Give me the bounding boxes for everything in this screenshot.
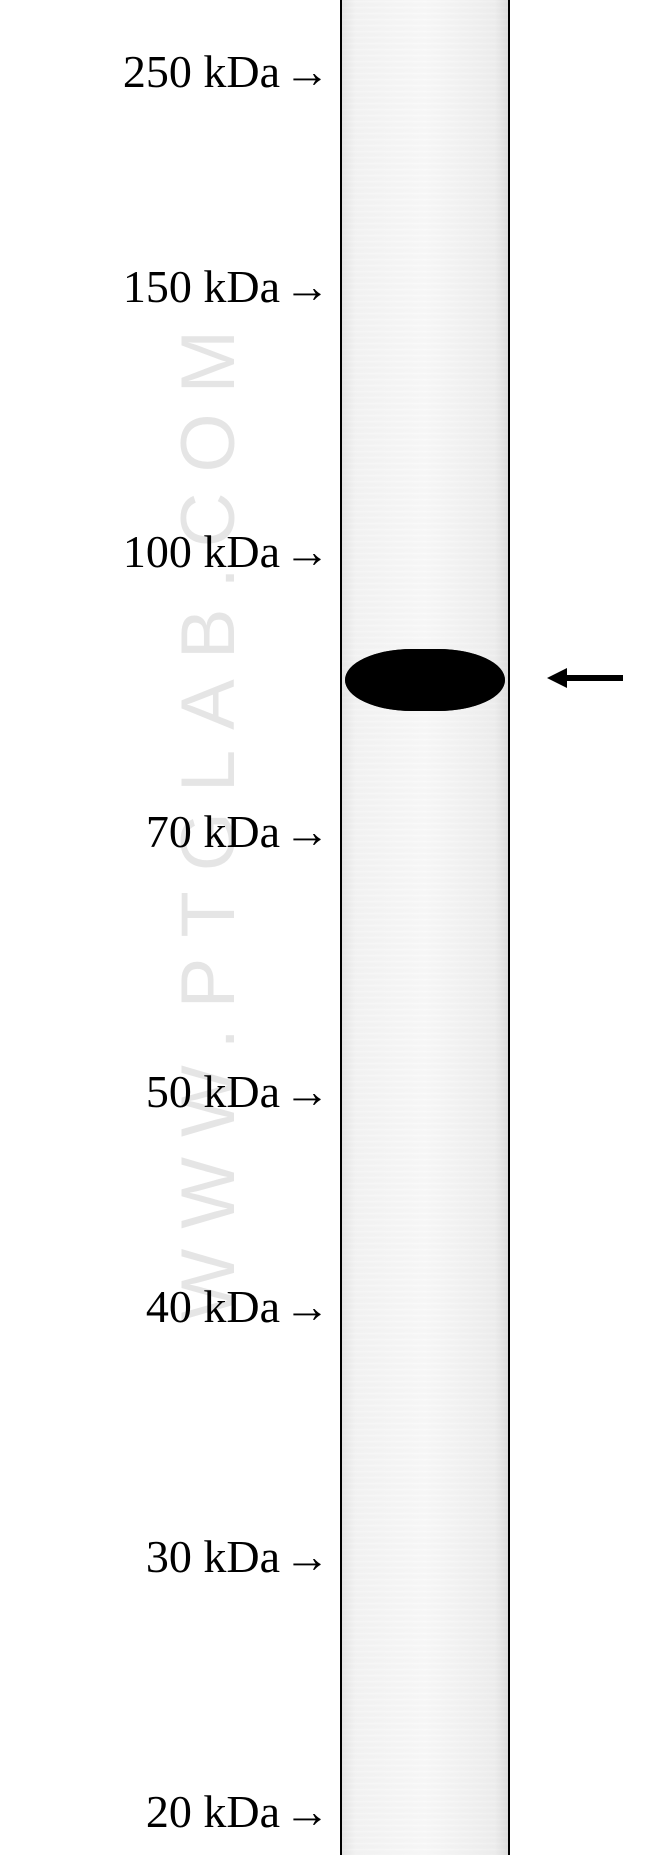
mw-marker-150-kDa: 150 kDa→	[123, 260, 330, 313]
mw-marker-label-text: 100 kDa	[123, 525, 280, 578]
mw-marker-70-kDa: 70 kDa→	[146, 805, 330, 858]
arrow-right-icon: →	[284, 805, 330, 858]
mw-marker-label-text: 40 kDa	[146, 1280, 280, 1333]
arrow-right-icon: →	[284, 1530, 330, 1583]
mw-marker-20-kDa: 20 kDa→	[146, 1785, 330, 1838]
mw-marker-label-text: 20 kDa	[146, 1785, 280, 1838]
arrow-right-icon: →	[284, 260, 330, 313]
mw-marker-label-text: 50 kDa	[146, 1065, 280, 1118]
arrow-right-icon: →	[284, 1065, 330, 1118]
mw-marker-label-text: 70 kDa	[146, 805, 280, 858]
mw-marker-40-kDa: 40 kDa→	[146, 1280, 330, 1333]
mw-marker-50-kDa: 50 kDa→	[146, 1065, 330, 1118]
lane-texture	[342, 0, 508, 1855]
band-indicator-arrow	[545, 658, 625, 698]
arrow-right-icon: →	[284, 1280, 330, 1333]
mw-marker-label-text: 150 kDa	[123, 260, 280, 313]
arrow-right-icon: →	[284, 1785, 330, 1838]
mw-marker-label-text: 250 kDa	[123, 45, 280, 98]
mw-marker-100-kDa: 100 kDa→	[123, 525, 330, 578]
mw-marker-label-text: 30 kDa	[146, 1530, 280, 1583]
mw-marker-250-kDa: 250 kDa→	[123, 45, 330, 98]
western-blot-figure: WWW.PTGLAB.COM 250 kDa→150 kDa→100 kDa→7…	[0, 0, 650, 1855]
mw-marker-30-kDa: 30 kDa→	[146, 1530, 330, 1583]
arrow-right-icon: →	[284, 525, 330, 578]
arrow-right-icon: →	[284, 45, 330, 98]
blot-lane	[340, 0, 510, 1855]
protein-band-0	[345, 649, 505, 711]
